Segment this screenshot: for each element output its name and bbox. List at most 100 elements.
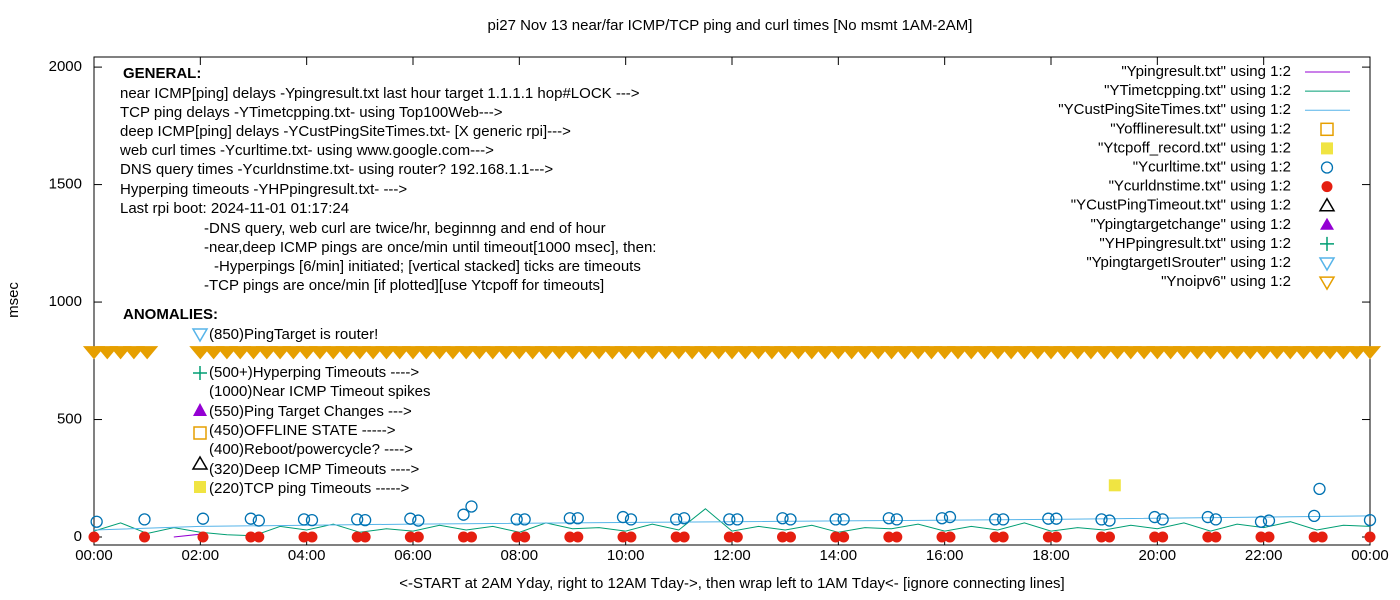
marker <box>1254 515 1268 528</box>
marker <box>109 346 132 360</box>
marker <box>245 531 257 543</box>
marker <box>774 346 797 360</box>
x-tick-label: 00:00 <box>1351 547 1389 564</box>
marker <box>678 531 690 543</box>
annotation: web curl times -Ycurltime.txt- using www… <box>119 142 494 159</box>
marker <box>253 531 265 543</box>
marker <box>883 531 895 543</box>
marker <box>1026 346 1049 360</box>
marker <box>1364 531 1376 543</box>
annotation: (550)Ping Target Changes ---> <box>209 403 412 420</box>
legend-swatch <box>1321 181 1333 193</box>
legend-swatch <box>1321 142 1333 155</box>
legend-swatch <box>1318 257 1336 272</box>
marker <box>465 500 478 513</box>
marker <box>518 513 531 526</box>
marker <box>1292 346 1315 360</box>
marker <box>82 346 106 360</box>
marker <box>667 346 690 360</box>
marker <box>1159 346 1182 360</box>
marker <box>946 346 970 360</box>
marker <box>322 346 345 360</box>
marker <box>1042 512 1055 525</box>
marker <box>412 514 425 527</box>
anomaly-keys <box>191 328 209 493</box>
marker <box>1066 346 1089 360</box>
marker <box>1106 346 1129 360</box>
annotation: TCP ping delays -YTimetcpping.txt- using… <box>120 104 503 121</box>
marker <box>1209 513 1222 526</box>
marker <box>1148 510 1161 524</box>
marker <box>229 346 252 360</box>
series <box>1108 479 1121 492</box>
key-icon <box>191 455 209 470</box>
key-icon <box>193 403 207 416</box>
marker <box>564 531 576 543</box>
marker <box>1363 513 1377 527</box>
marker <box>997 513 1010 526</box>
legend-label: "Ycurltime.txt" using 1:2 <box>1133 158 1291 175</box>
marker <box>670 531 682 543</box>
marker <box>1156 513 1169 526</box>
marker <box>197 531 209 543</box>
marker <box>561 346 584 360</box>
marker <box>731 513 744 526</box>
marker <box>944 531 956 543</box>
marker <box>614 346 637 360</box>
annotation: (1000)Near ICMP Timeout spikes <box>209 383 430 400</box>
marker <box>616 510 630 524</box>
marker <box>720 346 744 360</box>
marker <box>681 346 704 360</box>
key-icon <box>191 328 209 343</box>
marker <box>882 512 895 525</box>
marker <box>641 346 664 360</box>
marker <box>784 531 796 543</box>
marker <box>457 508 470 521</box>
marker <box>252 514 265 527</box>
marker <box>1308 531 1320 543</box>
key-icon <box>193 426 207 440</box>
marker <box>88 531 100 543</box>
marker <box>242 346 265 360</box>
marker <box>1096 531 1108 543</box>
y-tick-label: 0 <box>74 528 82 545</box>
legend-label: "Ycurldnstime.txt" using 1:2 <box>1109 178 1291 195</box>
marker <box>1202 531 1214 543</box>
marker <box>269 346 292 360</box>
x-tick-label: 06:00 <box>394 547 432 564</box>
x-tick-label: 10:00 <box>607 547 645 564</box>
marker <box>760 346 783 360</box>
annotation: ANOMALIES: <box>123 306 218 323</box>
marker <box>574 346 597 360</box>
marker <box>122 346 145 360</box>
marker <box>800 346 823 360</box>
marker <box>838 531 850 543</box>
marker <box>943 510 957 524</box>
legend-swatch <box>1320 122 1334 137</box>
y-tick-label: 1500 <box>49 176 82 193</box>
marker <box>1039 346 1063 360</box>
marker <box>1199 346 1222 360</box>
marker <box>830 531 842 543</box>
marker <box>1119 346 1142 360</box>
marker <box>989 513 1002 526</box>
marker <box>465 531 477 543</box>
y-tick-label: 500 <box>57 411 82 428</box>
marker <box>494 346 518 360</box>
marker <box>1103 531 1115 543</box>
marker <box>920 346 943 360</box>
marker <box>624 513 638 526</box>
x-tick-label: 04:00 <box>288 547 326 564</box>
legend-swatch <box>1320 217 1334 230</box>
marker <box>202 346 225 360</box>
marker <box>997 531 1009 543</box>
x-tick-label: 02:00 <box>182 547 220 564</box>
legend-label: "Yofflineresult.txt" using 1:2 <box>1110 120 1291 137</box>
annotation: -TCP pings are once/min [if plotted][use… <box>204 277 604 294</box>
marker <box>404 512 417 525</box>
marker <box>1308 509 1321 523</box>
marker <box>571 512 584 525</box>
x-axis-label: <-START at 2AM Yday, right to 12AM Tday-… <box>399 575 1064 592</box>
marker <box>534 346 557 360</box>
